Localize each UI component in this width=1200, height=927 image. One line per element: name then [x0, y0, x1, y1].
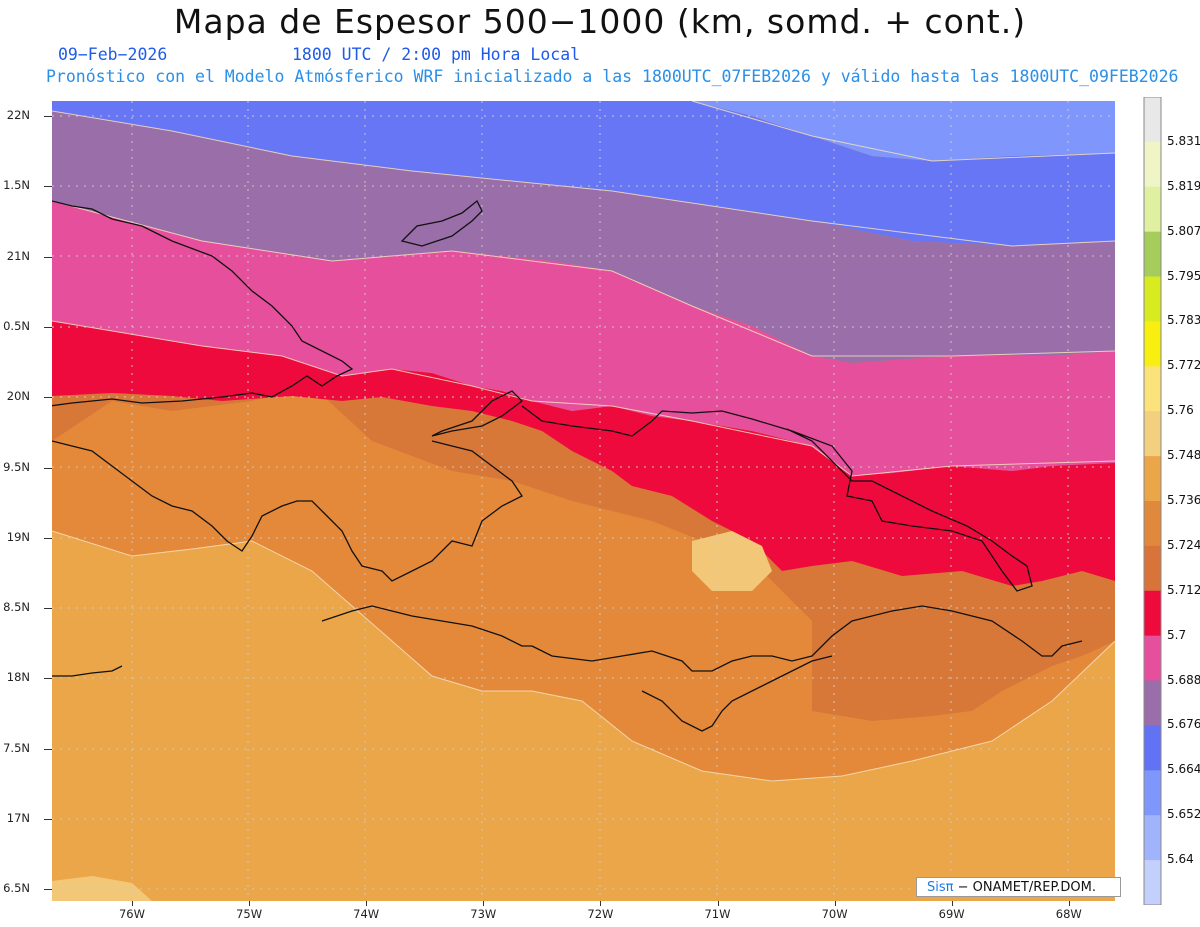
colorbar-label: 5.736	[1167, 493, 1200, 507]
colorbar-swatch	[1144, 321, 1161, 367]
lon-label: 69W	[938, 907, 965, 921]
lon-tick	[1068, 901, 1070, 906]
lat-label: 7.5N	[3, 740, 30, 755]
colorbar-swatch	[1144, 635, 1161, 682]
lat-label: 6.5N	[3, 881, 30, 896]
band-5688	[52, 201, 1115, 476]
lat-label: 22N	[6, 108, 30, 122]
lat-label: 18N	[6, 670, 30, 685]
colorbar-swatch	[1144, 545, 1161, 592]
colorbar-swatch	[1144, 276, 1161, 322]
thickness-map-svg	[41, 100, 1116, 901]
lon-tick	[249, 901, 251, 906]
colorbar-swatch	[1144, 590, 1161, 637]
colorbar-label: 5.783	[1167, 313, 1200, 328]
lon-label: 76W	[118, 907, 145, 921]
grid-lines	[52, 101, 1115, 901]
lat-tick	[44, 889, 52, 891]
lat-label: 19N	[6, 529, 30, 544]
lon-tick	[483, 901, 485, 906]
colorbar-swatch	[1144, 97, 1161, 143]
colorbar-label: 5.795	[1167, 268, 1200, 283]
colorbar-label: 5.831	[1167, 133, 1200, 148]
colorbar-label: 5.664	[1167, 762, 1200, 777]
lat-label: 17N	[6, 811, 30, 825]
lon-label: 71W	[704, 907, 731, 921]
lat-tick	[44, 537, 52, 539]
contour-lines	[51, 100, 1116, 782]
colorbar-label: 5.7	[1167, 627, 1187, 642]
band-5700	[52, 321, 1115, 586]
colorbar-label: 5.688	[1167, 672, 1200, 687]
colorbar-outline	[1143, 97, 1162, 905]
colorbar-swatch	[1144, 411, 1161, 457]
forecast-description: Pronóstico con el Modelo Atmósferico WRF…	[46, 67, 1179, 86]
lat-tick	[44, 256, 52, 258]
colorbar-swatch	[1144, 815, 1161, 861]
credit-box: Sisπ − ONAMET/REP.DOM.	[916, 877, 1121, 897]
lon-label: 68W	[1055, 907, 1082, 921]
lat-label: 20N	[6, 389, 30, 404]
colorbar-swatch	[1144, 501, 1161, 547]
lon-tick	[834, 901, 836, 906]
colorbar-label: 5.76	[1167, 403, 1194, 418]
lat-tick	[44, 748, 52, 750]
colorbar-swatch	[1144, 231, 1161, 278]
colorbar-swatch	[1144, 725, 1161, 771]
lat-tick	[44, 819, 52, 820]
thickness-map	[41, 100, 1116, 901]
valid-time: 1800 UTC / 2:00 pm Hora Local	[292, 45, 581, 64]
lat-tick	[44, 467, 52, 469]
colorbar-swatch	[1144, 860, 1161, 905]
colorbar	[1143, 97, 1162, 905]
credit-text: − ONAMET/REP.DOM.	[953, 880, 1097, 895]
colorbar-swatch	[1144, 186, 1161, 233]
lat-label: 8.5N	[3, 600, 30, 615]
lon-tick	[717, 901, 719, 906]
lat-tick	[44, 186, 52, 188]
lat-label: 9.5N	[3, 459, 30, 474]
forecast-date: 09−Feb−2026	[58, 45, 168, 64]
colorbar-label: 5.748	[1167, 448, 1200, 463]
coastlines	[41, 199, 1083, 732]
lat-tick	[44, 608, 52, 610]
colorbar-label: 5.652	[1167, 807, 1200, 822]
lon-label: 74W	[353, 907, 380, 921]
colorbar-label: 5.712	[1167, 582, 1200, 597]
lat-label: 0.5N	[3, 318, 30, 333]
lon-label: 73W	[470, 907, 497, 921]
lon-label: 70W	[821, 907, 848, 921]
lat-tick	[44, 678, 52, 680]
lat-tick	[44, 326, 52, 328]
lat-tick	[44, 116, 52, 117]
colorbar-swatch	[1144, 366, 1161, 412]
map-title: Mapa de Espesor 500−1000 (km, somd. + co…	[173, 2, 1027, 41]
colorbar-swatch	[1144, 141, 1161, 188]
colorbar-label: 5.676	[1167, 717, 1200, 732]
lon-label: 72W	[587, 907, 614, 921]
colorbar-label: 5.807	[1167, 223, 1200, 238]
colorbar-swatch	[1144, 770, 1161, 816]
colorbar-swatch	[1144, 456, 1161, 502]
colorbar-label: 5.64	[1167, 852, 1194, 867]
colorbar-label: 5.724	[1167, 537, 1200, 552]
lat-label: 1.5N	[3, 178, 30, 193]
band-5676	[52, 111, 1115, 363]
credit-brand: Sisπ	[927, 880, 954, 895]
lon-tick	[951, 901, 953, 906]
colorbar-label: 5.772	[1167, 358, 1200, 373]
colorbar-swatch	[1144, 680, 1161, 726]
lat-tick	[44, 397, 52, 399]
lon-tick	[366, 901, 368, 906]
colorbar-label: 5.819	[1167, 178, 1200, 193]
band-5748-patch	[692, 531, 772, 591]
lat-label: 21N	[6, 248, 30, 263]
lon-label: 75W	[236, 907, 263, 921]
lon-tick	[600, 901, 602, 906]
lon-tick	[132, 901, 133, 906]
band-5664	[52, 101, 1115, 246]
